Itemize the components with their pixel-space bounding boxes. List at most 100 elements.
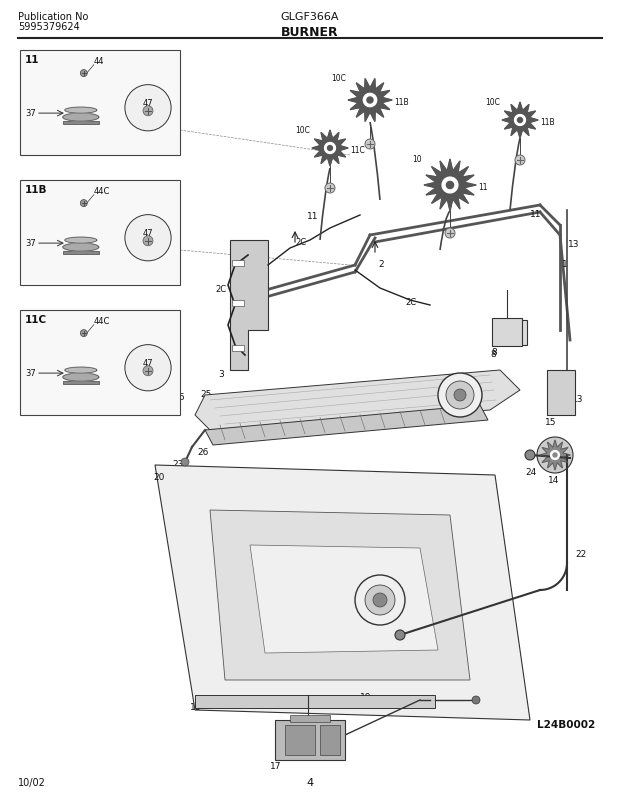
Bar: [20, 180, 180, 285]
Bar: [547, 370, 575, 415]
Circle shape: [81, 330, 87, 337]
Polygon shape: [155, 465, 530, 720]
Text: 11: 11: [307, 212, 319, 221]
Text: 13: 13: [572, 395, 583, 404]
Polygon shape: [285, 725, 315, 755]
Polygon shape: [312, 130, 348, 166]
Circle shape: [143, 366, 153, 376]
Circle shape: [518, 118, 523, 122]
Text: 11B: 11B: [540, 118, 555, 127]
Text: 10: 10: [412, 155, 422, 164]
Text: 25: 25: [200, 390, 211, 399]
Text: 44: 44: [94, 57, 104, 66]
Bar: [20, 310, 180, 415]
Bar: [232, 300, 244, 306]
Text: 47: 47: [143, 359, 153, 368]
Polygon shape: [363, 94, 377, 106]
Circle shape: [143, 106, 153, 116]
Text: ereplacementparts.com: ereplacementparts.com: [241, 425, 358, 435]
Text: 5: 5: [178, 393, 184, 402]
Text: 17: 17: [270, 762, 281, 771]
Circle shape: [454, 389, 466, 401]
Circle shape: [537, 437, 573, 473]
Text: 11: 11: [478, 183, 487, 192]
Polygon shape: [63, 381, 99, 384]
Polygon shape: [63, 251, 99, 254]
Polygon shape: [63, 121, 99, 124]
Polygon shape: [210, 510, 470, 680]
Text: 10/02: 10/02: [18, 778, 46, 788]
Polygon shape: [63, 373, 99, 381]
Circle shape: [355, 575, 405, 625]
Text: 37: 37: [25, 109, 36, 118]
Circle shape: [446, 381, 474, 409]
Text: 14: 14: [548, 476, 559, 485]
Text: 13: 13: [568, 240, 580, 249]
Circle shape: [125, 214, 171, 261]
Bar: [20, 50, 180, 155]
Polygon shape: [290, 715, 330, 722]
Circle shape: [81, 70, 87, 76]
Text: 26: 26: [197, 448, 208, 457]
Circle shape: [438, 373, 482, 417]
Circle shape: [515, 155, 525, 165]
Circle shape: [325, 183, 335, 193]
Text: 8: 8: [491, 348, 497, 357]
Text: L24B0002: L24B0002: [537, 720, 595, 730]
Text: 10C: 10C: [485, 98, 500, 107]
Text: 11: 11: [25, 55, 40, 65]
Circle shape: [125, 85, 171, 131]
Polygon shape: [320, 725, 340, 755]
Text: 2C: 2C: [295, 238, 306, 247]
Circle shape: [445, 228, 455, 238]
Text: 22: 22: [575, 550, 587, 559]
Text: 1: 1: [562, 260, 568, 269]
Text: 47: 47: [143, 99, 153, 108]
Text: 23: 23: [172, 460, 184, 469]
Circle shape: [365, 585, 395, 615]
Text: BURNER: BURNER: [281, 26, 339, 39]
Bar: [232, 345, 244, 351]
Text: 11: 11: [530, 210, 541, 219]
Circle shape: [125, 345, 171, 391]
Text: 11C: 11C: [350, 146, 365, 155]
Circle shape: [81, 199, 87, 206]
Bar: [232, 260, 244, 266]
Text: 15: 15: [545, 418, 557, 427]
Text: 4: 4: [306, 778, 314, 788]
Text: 11C: 11C: [25, 315, 47, 325]
Polygon shape: [515, 114, 525, 125]
Circle shape: [525, 450, 535, 460]
Text: 11B: 11B: [25, 185, 48, 195]
Polygon shape: [540, 440, 570, 470]
Polygon shape: [551, 451, 559, 460]
Circle shape: [373, 593, 387, 607]
Polygon shape: [275, 720, 345, 760]
Text: 2C: 2C: [215, 285, 226, 294]
Text: 37: 37: [25, 368, 36, 378]
Polygon shape: [348, 79, 392, 121]
Circle shape: [367, 97, 373, 103]
Polygon shape: [205, 405, 488, 445]
Circle shape: [395, 630, 405, 640]
Text: 11B: 11B: [394, 98, 409, 107]
Text: 10C: 10C: [331, 74, 346, 83]
Text: 44C: 44C: [94, 317, 110, 326]
Text: 44C: 44C: [94, 187, 110, 196]
Polygon shape: [65, 107, 97, 113]
Text: 2: 2: [378, 260, 384, 269]
Text: GLGF366A: GLGF366A: [281, 12, 339, 22]
Text: 2C: 2C: [405, 298, 416, 307]
Polygon shape: [250, 545, 438, 653]
Circle shape: [365, 139, 375, 149]
Text: 10C: 10C: [295, 126, 310, 135]
Text: 21: 21: [454, 391, 465, 399]
Polygon shape: [195, 695, 435, 708]
Circle shape: [446, 181, 454, 189]
Polygon shape: [65, 367, 97, 373]
Text: 8: 8: [490, 350, 496, 359]
Circle shape: [472, 696, 480, 704]
Circle shape: [181, 458, 189, 466]
Polygon shape: [63, 113, 99, 121]
Bar: [495, 320, 527, 345]
